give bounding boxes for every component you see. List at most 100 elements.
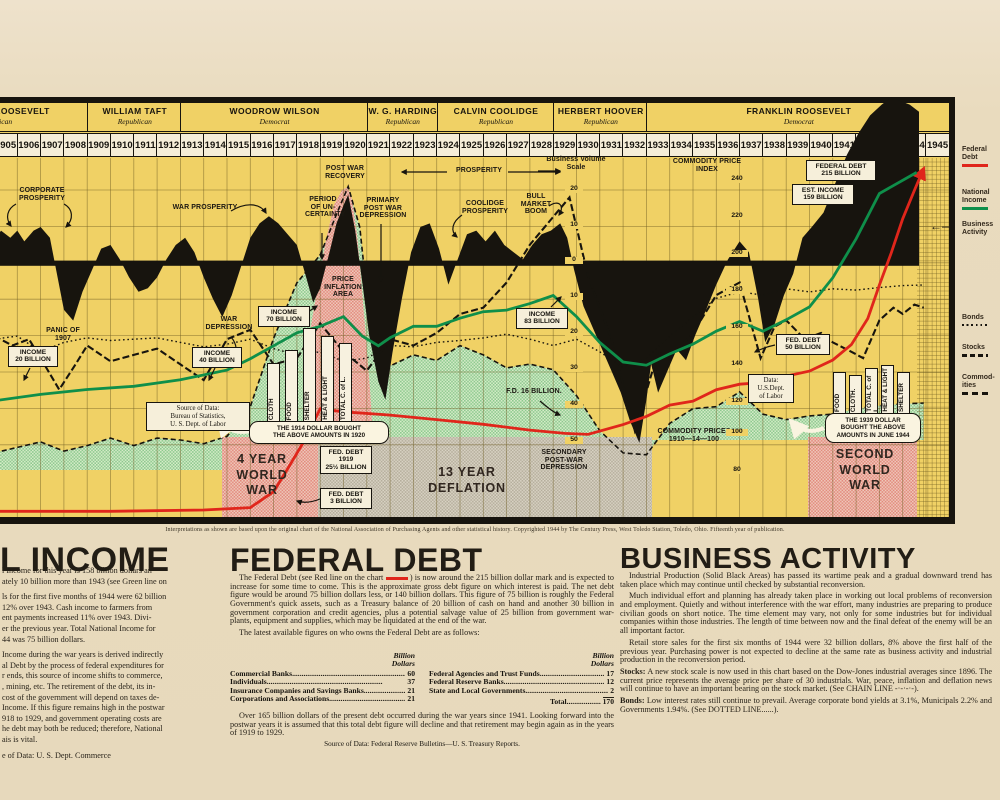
year-label-1940: 1940 xyxy=(808,133,834,157)
dot-leader xyxy=(364,687,406,696)
fd-16-billion: F.D. 16 BILLION. xyxy=(506,388,562,395)
debt-table-column: Billion Dollars Federal Agencies and Trus… xyxy=(429,651,614,707)
source-of-data-bureau: Source of Data: Bureau of Statistics, U.… xyxy=(146,402,250,432)
federal-debt-line xyxy=(0,165,926,513)
federal-debt-text-2: Over 165 billion dollars of the present … xyxy=(230,711,614,741)
legend-item-national-income: National Income xyxy=(962,189,1000,211)
year-label-1918: 1918 xyxy=(296,133,321,157)
federal-debt-paragraph-3: Over 165 billion dollars of the present … xyxy=(230,711,614,738)
bull-market-boom: BULL MARKET BOOM xyxy=(520,193,552,216)
commodity-prices-edge xyxy=(0,184,924,456)
debt-row-value: 17 xyxy=(606,668,614,678)
fed-debt-50-billion: FED. DEBT 50 BILLION xyxy=(776,334,830,355)
corporate-prosperity: CORPORATE PROSPERITY xyxy=(18,187,66,202)
business-activity-baseline xyxy=(0,260,919,266)
debt-row-value: 21 xyxy=(407,685,415,695)
red-line-swatch-icon xyxy=(385,576,408,580)
income-83-billion: INCOME 83 BILLION xyxy=(516,308,568,329)
annotation-arrow-icon xyxy=(539,400,562,417)
business-volume-tick-10-226: 10 xyxy=(565,221,583,229)
section-title-national-income: L INCOME xyxy=(0,541,170,579)
commodity-index-tick-180: 180 xyxy=(726,286,748,294)
federal-debt-source: Source of Data: Federal Reserve Bulletin… xyxy=(324,740,520,748)
dollar-1939-bubble: THE 1939 DOLLAR BOUGHT THE ABOVE AMOUNTS… xyxy=(825,413,921,444)
chart-bottom-border xyxy=(0,517,955,524)
debt-row-value: 12 xyxy=(606,677,614,687)
year-label-1930: 1930 xyxy=(575,133,601,157)
president-herbert-hoover: HERBERT HOOVER Republican xyxy=(553,103,647,131)
presidents-band: THEODORE ROOSEVELTRepublicanWILLIAM TAFT… xyxy=(0,103,949,131)
president-party: Democrat xyxy=(259,117,290,126)
fed-debt-3-billion: FED. DEBT 3 BILLION xyxy=(320,488,372,509)
president-franklin-roosevelt: FRANKLIN ROOSEVELT Democrat xyxy=(646,103,949,131)
data-us-dept-of-labor: Data: U.S.Dept. of Labor xyxy=(748,374,794,404)
national-income-line-text: he debt may both be reduced; therefore, … xyxy=(2,724,163,734)
year-label-1915: 1915 xyxy=(226,133,251,157)
post-war-recovery: POST WAR RECOVERY xyxy=(325,165,365,180)
legend-chain-line-icon xyxy=(962,354,988,358)
year-label-1931: 1931 xyxy=(599,133,624,157)
year-label-1945: 1945 xyxy=(925,133,949,157)
president-party: Republican xyxy=(385,117,420,126)
national-income-line-text: er the previous year. Total National Inc… xyxy=(2,623,156,633)
president-name: THEODORE ROOSEVELT xyxy=(0,106,50,116)
section-title-federal-debt: FEDERAL DEBT xyxy=(230,542,483,578)
annotation-arrow-icon xyxy=(788,418,825,440)
dot-leader xyxy=(567,698,601,707)
annotation-arrow-icon xyxy=(208,367,216,382)
commodity-index-tick-220: 220 xyxy=(726,212,748,220)
year-label-1935: 1935 xyxy=(692,133,717,157)
commodity-index-tick-140: 140 xyxy=(726,360,748,368)
debt-row-label: State and Local Governments xyxy=(429,685,526,695)
income-40-billion: INCOME 40 BILLION xyxy=(192,347,242,368)
annotation-arrow-icon xyxy=(230,204,267,215)
debt-table-total-row: Total 170 xyxy=(429,697,614,707)
national-income-line-text: 12% over 1943. Cash income to farmers fr… xyxy=(2,602,153,612)
year-label-1908: 1908 xyxy=(63,133,88,157)
business-activity-paragraph-3: Retail store sales for the first six mon… xyxy=(620,637,992,665)
debt-table-row: Federal Reserve Banks 12 xyxy=(429,678,614,687)
stocks-label: Stocks: xyxy=(620,666,646,676)
chart-canvas xyxy=(0,97,950,517)
debt-row-label: Federal Reserve Banks xyxy=(429,677,504,687)
national-income-line-text: , mining, etc. The retirement of the deb… xyxy=(2,681,156,691)
cost-of-living-bar-1944-total-c-of-l-: TOTAL C. of L. xyxy=(865,368,880,415)
stocks-paragraph: Stocks: A new stock scale is now used in… xyxy=(620,666,992,694)
debt-row-value: 2 xyxy=(610,685,614,695)
president-woodrow-wilson: WOODROW WILSON Democrat xyxy=(180,103,367,131)
legend-item-stocks: Stocks xyxy=(962,344,1000,358)
primary-post-war-depression: PRIMARY POST WAR DEPRESSION xyxy=(359,197,407,220)
prosperity: PROSPERITY xyxy=(455,167,503,174)
debt-table-row: Insurance Companies and Savings Banks 21 xyxy=(230,685,415,696)
business-volume-tick-30-369: 30 xyxy=(565,364,583,372)
annotation-arrow-icon xyxy=(451,214,463,238)
national-income-text: l Income for this year is 158 billion do… xyxy=(2,566,216,761)
legend-label: Federal Debt xyxy=(962,146,987,162)
year-axis-band: 1905190619071908190919101911191219131914… xyxy=(0,131,949,159)
business-volume-tick-20-190: 20 xyxy=(565,185,583,193)
annotation-arrow-icon xyxy=(548,202,565,216)
dot-leader xyxy=(292,670,405,679)
period-of-uncertainty: PERIOD OF UN- CERTAINTY xyxy=(305,196,346,219)
cost-of-living-bar-1944-food: FOOD xyxy=(833,372,846,415)
debt-row-label: Commercial Banks xyxy=(230,668,293,678)
year-label-1919: 1919 xyxy=(319,133,344,157)
total-value: 170 xyxy=(602,697,614,707)
debt-row-value: 21 xyxy=(407,694,415,704)
president-william-taft: WILLIAM TAFT Republican xyxy=(87,103,181,131)
president-party: Republican xyxy=(583,117,618,126)
dollar-1914-bubble: THE 1914 DOLLAR BOUGHT THE ABOVE AMOUNTS… xyxy=(249,421,389,444)
legend-item-commod-ities: Commod- ities xyxy=(962,374,1000,396)
national-income-line xyxy=(0,171,918,402)
federal-debt-paragraph-1: The Federal Debt (see Red line on the ch… xyxy=(230,573,614,626)
year-label-1922: 1922 xyxy=(389,133,414,157)
federal-debt-215-billion: FEDERAL DEBT 215 BILLION xyxy=(806,160,876,181)
president-party: Republican xyxy=(117,117,152,126)
commodity-index-tick-80: 80 xyxy=(726,466,748,474)
legend-dash-line-icon xyxy=(962,392,988,396)
legend-label: Commod- ities xyxy=(962,374,995,390)
section-title-business-activity: BUSINESS ACTIVITY xyxy=(620,543,916,575)
business-volume-tick-40-405: 40 xyxy=(565,400,583,408)
